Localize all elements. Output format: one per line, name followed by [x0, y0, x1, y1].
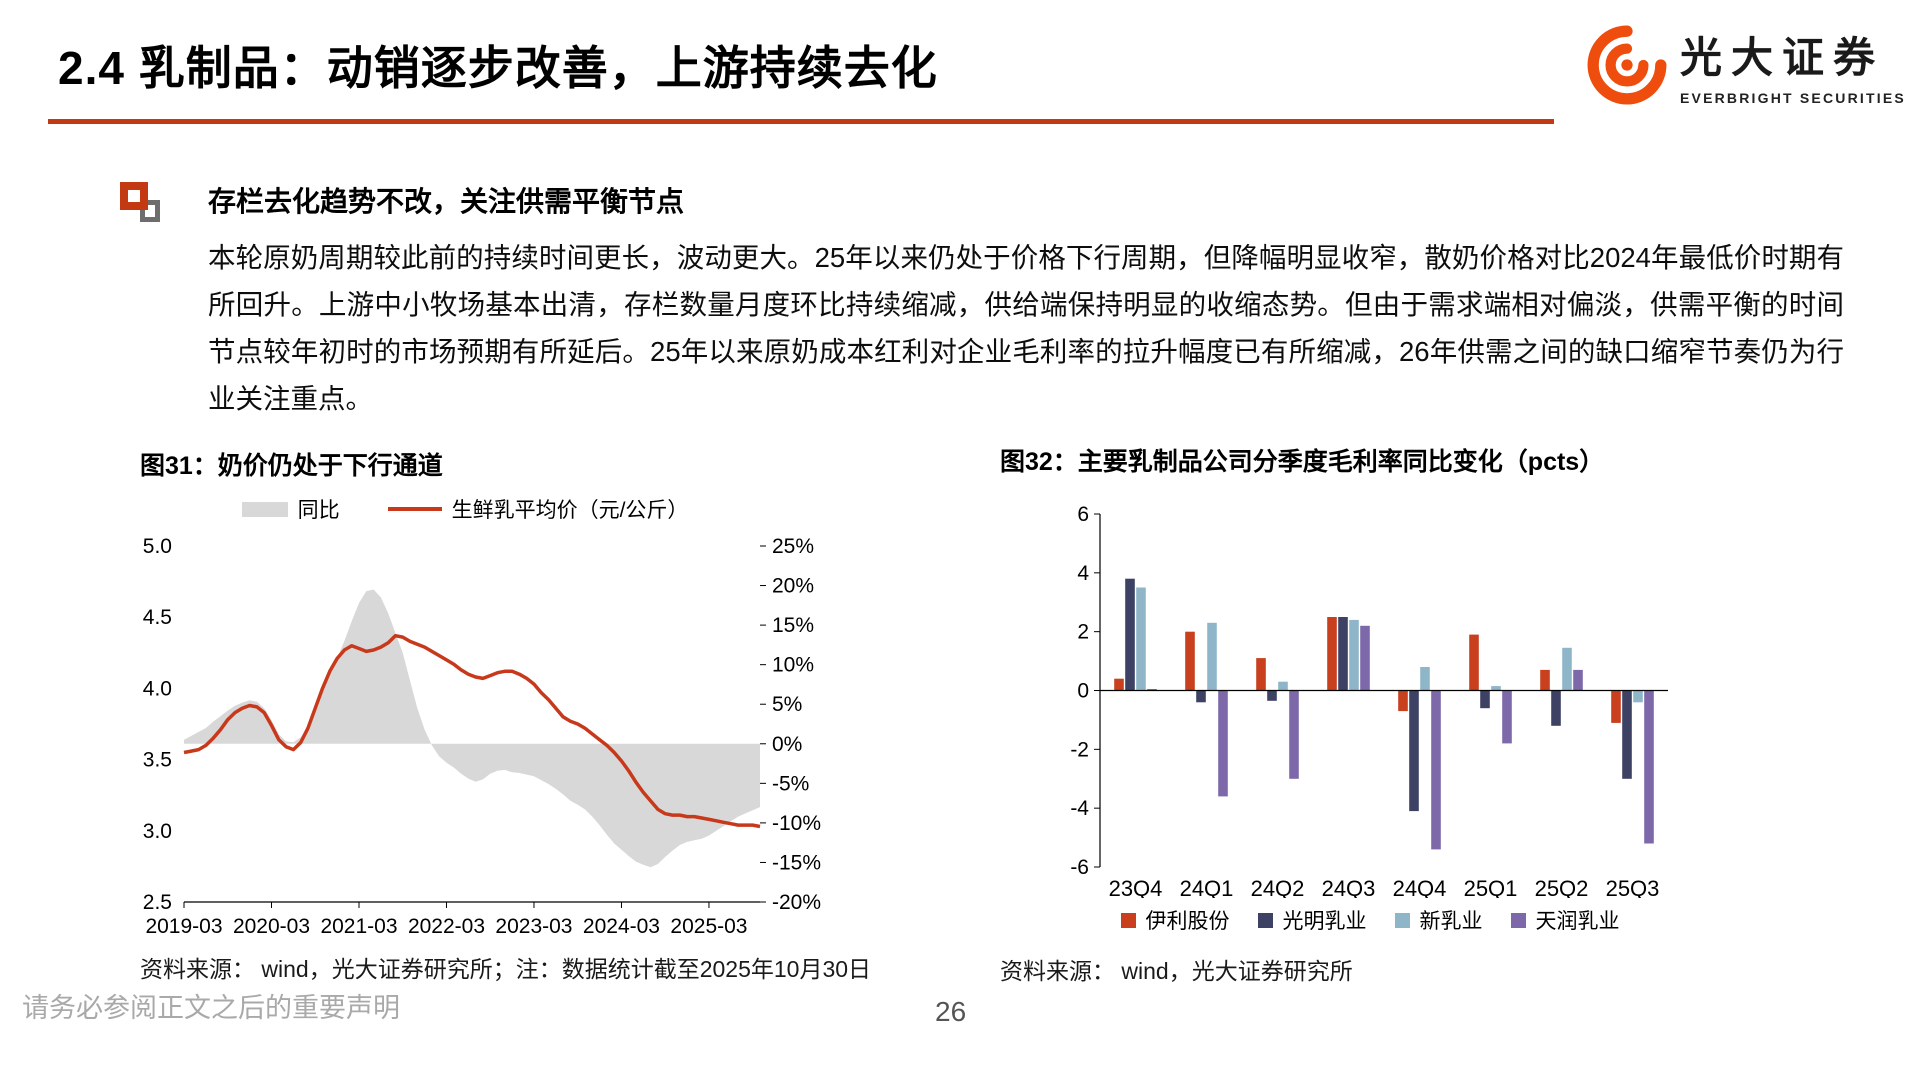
svg-text:25%: 25% [772, 535, 814, 558]
figure32-title: 图32：主要乳制品公司分季度毛利率同比变化（pcts） [1000, 448, 1605, 476]
svg-text:4: 4 [1077, 562, 1089, 585]
page-title: 2.4 乳制品：动销逐步改善，上游持续去化 [58, 42, 938, 94]
svg-text:20%: 20% [772, 575, 814, 598]
svg-text:24Q1: 24Q1 [1180, 876, 1234, 898]
figure32-legend: 伊利股份 光明乳业 新乳业 天润乳业 [1020, 905, 1720, 935]
svg-text:25Q2: 25Q2 [1535, 876, 1589, 898]
legend-item: 伊利股份 [1120, 905, 1230, 935]
series-swatch-icon [1394, 912, 1410, 928]
svg-text:-5%: -5% [772, 772, 809, 795]
svg-text:2019-03: 2019-03 [145, 915, 222, 938]
svg-text:24Q4: 24Q4 [1393, 876, 1447, 898]
figure31-chart-area: 同比 生鲜乳平均价（元/公斤） 5.0 4.5 4.0 3.5 3.0 2.5 25% 20% 1… [100, 494, 910, 949]
svg-text:24Q3: 24Q3 [1322, 876, 1376, 898]
svg-text:2022-03: 2022-03 [408, 915, 485, 938]
area-swatch-icon [241, 501, 288, 517]
svg-text:-10%: -10% [772, 812, 821, 835]
legend-item: 新乳业 [1394, 905, 1483, 935]
svg-text:0: 0 [1077, 680, 1089, 703]
svg-text:-4: -4 [1070, 797, 1089, 820]
section-heading: 存栏去化趋势不改，关注供需平衡节点 [208, 186, 685, 217]
figure32-source: 资料来源： wind，光大证券研究所 [1000, 958, 1353, 984]
series-swatch-icon [1257, 912, 1273, 928]
series-swatch-icon [1120, 912, 1136, 928]
svg-text:6: 6 [1077, 503, 1089, 526]
svg-text:-20%: -20% [772, 891, 821, 914]
svg-text:2023-03: 2023-03 [495, 915, 572, 938]
logo-text-cn: 光大证券 [1680, 34, 1885, 81]
svg-text:2020-03: 2020-03 [233, 915, 310, 938]
figure31-legend: 同比 生鲜乳平均价（元/公斤） [100, 494, 910, 524]
svg-text:-2: -2 [1070, 738, 1089, 761]
svg-text:3.0: 3.0 [143, 820, 172, 843]
page-number: 26 [935, 996, 967, 1027]
everbright-logo: 光大证券 EVERBRIGHT SECURITIES [1586, 24, 1906, 106]
figure31-source: 资料来源： wind，光大证券研究所；注：数据统计截至2025年10月30日 [140, 956, 872, 982]
svg-text:15%: 15% [772, 614, 814, 637]
svg-text:2021-03: 2021-03 [320, 915, 397, 938]
legend-item: 光明乳业 [1257, 905, 1367, 935]
line-swatch-icon [387, 507, 442, 511]
svg-text:2.5: 2.5 [143, 891, 172, 914]
figure32-chart-area: 6 4 2 0 -2 -4 -6 23Q4 24Q1 24Q2 24Q3 24Q4 25Q1 25Q2 25… [1020, 500, 1720, 935]
svg-text:2024-03: 2024-03 [583, 915, 660, 938]
svg-text:5.0: 5.0 [143, 535, 172, 558]
svg-text:-15%: -15% [772, 851, 821, 874]
logo-text-en: EVERBRIGHT SECURITIES [1680, 90, 1906, 106]
legend-item-price: 生鲜乳平均价（元/公斤） [387, 494, 688, 524]
legend-item: 天润乳业 [1510, 905, 1620, 935]
svg-text:23Q4: 23Q4 [1109, 876, 1163, 898]
svg-text:5%: 5% [772, 693, 802, 716]
svg-text:25Q1: 25Q1 [1464, 876, 1518, 898]
figure31-title: 图31：奶价仍处于下行通道 [140, 452, 443, 480]
everbright-logo-icon [1587, 25, 1667, 105]
header-divider [48, 119, 1554, 124]
svg-text:4.5: 4.5 [143, 606, 172, 629]
svg-text:25Q3: 25Q3 [1606, 876, 1660, 898]
svg-text:10%: 10% [772, 654, 814, 677]
figure31-line-chart: 5.0 4.5 4.0 3.5 3.0 2.5 25% 20% 15% 10% 5% 0% -5% -10… [143, 535, 821, 938]
svg-text:4.0: 4.0 [143, 677, 172, 700]
svg-text:2: 2 [1077, 621, 1089, 644]
svg-text:0%: 0% [772, 733, 802, 756]
figure32-bar-chart: 6 4 2 0 -2 -4 -6 23Q4 24Q1 24Q2 24Q3 24Q4 25Q1 25Q2 25… [1070, 503, 1668, 901]
legend-item-yoy: 同比 [241, 494, 340, 524]
section-bullet-icon [120, 182, 166, 228]
section-body: 本轮原奶周期较此前的持续时间更长，波动更大。25年以来仍处于价格下行周期，但降幅… [208, 242, 1844, 414]
svg-text:-6: -6 [1070, 856, 1089, 879]
footer-disclaimer: 请务必参阅正文之后的重要声明 [22, 993, 400, 1023]
svg-text:3.5: 3.5 [143, 749, 172, 772]
svg-text:24Q2: 24Q2 [1251, 876, 1305, 898]
svg-text:2025-03: 2025-03 [670, 915, 747, 938]
series-swatch-icon [1510, 912, 1526, 928]
